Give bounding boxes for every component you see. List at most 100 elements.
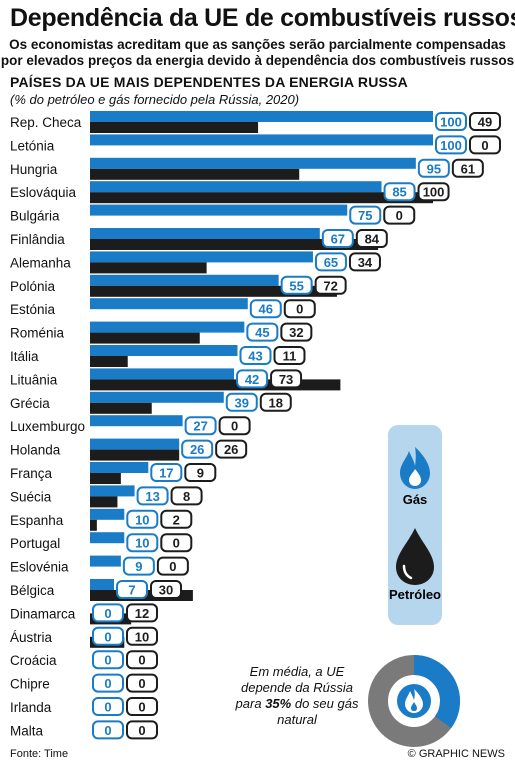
gas-value-label-italia: 43 xyxy=(248,349,262,364)
average-value: 35% xyxy=(265,696,292,711)
oil-bar-finlandia xyxy=(90,239,379,250)
oil-value-label-estonia: 0 xyxy=(296,302,303,317)
gas-bar-portugal xyxy=(90,532,125,544)
oil-value-label-irlanda: 0 xyxy=(138,700,145,715)
gas-value-box-luxemburgo xyxy=(184,416,217,436)
oil-drop-icon xyxy=(396,528,434,585)
gas-value-box-franca xyxy=(150,463,183,482)
category-label-italia: Itália xyxy=(10,349,39,364)
category-label-portugal: Portugal xyxy=(10,536,60,551)
category-label-luxemburgo: Luxemburgo xyxy=(10,419,85,434)
oil-value-label-dinamarca: 12 xyxy=(135,606,149,621)
gas-bar-alemanha xyxy=(90,251,313,263)
oil-value-box-dinamarca xyxy=(126,603,158,623)
category-label-eslovenia: Eslovénia xyxy=(10,560,69,575)
oil-bar-franca xyxy=(90,473,121,484)
category-label-belgica: Bélgica xyxy=(10,583,55,598)
category-label-alemanha: Alemanha xyxy=(10,255,71,270)
gas-bar-franca xyxy=(90,462,149,473)
oil-bar-italia xyxy=(90,356,128,367)
oil-value-box-suecia xyxy=(170,486,203,506)
oil-value-box-hungria xyxy=(451,158,484,178)
gas-bar-eslovaquia xyxy=(90,181,382,193)
gas-value-box-dinamarca xyxy=(92,603,124,623)
gas-value-box-bulgaria xyxy=(349,205,382,225)
oil-value-box-bulgaria xyxy=(383,205,416,225)
gas-bar-estonia xyxy=(90,298,248,310)
oil-value-box-espanha xyxy=(160,509,193,529)
gas-bar-luxemburgo xyxy=(90,415,183,427)
oil-value-label-espanha: 2 xyxy=(173,512,180,527)
gas-bar-finlandia xyxy=(90,228,320,239)
gas-value-box-rep-checa xyxy=(435,112,467,131)
gas-bar-belgica xyxy=(90,579,115,590)
category-label-letonia: Letónia xyxy=(10,138,55,153)
oil-value-box-chipre xyxy=(126,673,158,693)
gas-value-box-eslovaquia xyxy=(383,182,416,202)
gas-value-box-hungria xyxy=(417,158,450,178)
gas-value-box-lituania xyxy=(236,369,269,389)
gas-value-label-alemanha: 65 xyxy=(324,255,338,270)
category-label-hungria: Hungria xyxy=(10,162,58,177)
category-label-eslovaquia: Eslováquia xyxy=(10,185,77,200)
oil-value-label-italia: 11 xyxy=(283,349,297,364)
gas-value-box-espanha xyxy=(126,509,159,529)
oil-bar-holanda xyxy=(90,449,180,461)
gas-value-box-eslovenia xyxy=(122,556,155,576)
gas-value-label-letonia: 100 xyxy=(440,138,462,153)
gas-value-label-finlandia: 67 xyxy=(331,232,345,247)
oil-bar-lituania xyxy=(90,379,341,391)
oil-bar-grecia xyxy=(90,402,152,414)
gas-value-box-polonia xyxy=(280,275,313,295)
gas-value-box-austria xyxy=(92,626,124,646)
gas-value-label-holanda: 26 xyxy=(190,442,204,457)
oil-value-label-suecia: 8 xyxy=(183,489,190,504)
gas-value-label-eslovenia: 9 xyxy=(135,559,142,574)
category-label-estonia: Estónia xyxy=(10,302,56,317)
gas-value-label-irlanda: 0 xyxy=(104,700,111,715)
oil-value-box-croacia xyxy=(126,650,158,670)
category-label-chipre: Chipre xyxy=(10,677,50,692)
gas-value-label-austria: 0 xyxy=(104,629,111,644)
gas-value-box-irlanda xyxy=(92,697,124,716)
gas-value-label-eslovaquia: 85 xyxy=(392,185,406,200)
oil-value-box-romenia xyxy=(280,322,313,342)
gas-value-label-hungria: 95 xyxy=(427,161,441,176)
gas-value-box-croacia xyxy=(92,650,124,670)
gas-value-label-polonia: 55 xyxy=(289,278,303,293)
credit: © GRAPHIC NEWS xyxy=(407,748,505,760)
gas-value-box-alemanha xyxy=(314,252,347,272)
gas-value-label-suecia: 13 xyxy=(145,489,159,504)
gas-bar-suecia xyxy=(90,485,135,497)
oil-value-label-rep-checa: 49 xyxy=(478,115,492,130)
category-label-finlandia: Finlândia xyxy=(10,232,65,247)
gas-bar-polonia xyxy=(90,274,279,286)
oil-value-label-franca: 9 xyxy=(197,466,204,481)
gas-flame-icon xyxy=(405,689,423,713)
gas-bar-letonia xyxy=(90,134,433,146)
category-label-espanha: Espanha xyxy=(10,513,64,528)
oil-value-label-finlandia: 84 xyxy=(365,232,380,247)
oil-bar-suecia xyxy=(90,496,118,508)
gas-bar-holanda xyxy=(90,438,180,450)
oil-value-box-irlanda xyxy=(126,697,158,716)
oil-value-label-portugal: 0 xyxy=(173,536,180,551)
oil-value-box-luxemburgo xyxy=(218,416,251,436)
category-label-franca: França xyxy=(10,466,53,481)
gas-value-label-franca: 17 xyxy=(159,466,173,481)
oil-bar-espanha xyxy=(90,519,97,531)
gas-bar-grecia xyxy=(90,391,224,403)
oil-value-label-malta: 0 xyxy=(138,723,145,738)
gas-value-label-romenia: 45 xyxy=(255,325,269,340)
oil-bar-rep-checa xyxy=(90,122,259,133)
chart-note: (% do petróleo e gás fornecido pela Rúss… xyxy=(10,92,300,107)
gas-bar-hungria xyxy=(90,157,416,169)
oil-value-label-letonia: 0 xyxy=(481,138,488,153)
oil-bar-alemanha xyxy=(90,262,207,274)
gas-value-box-romenia xyxy=(246,322,279,342)
oil-value-label-bulgaria: 0 xyxy=(396,208,403,223)
gas-value-box-letonia xyxy=(435,135,467,155)
category-label-grecia: Grécia xyxy=(10,396,50,411)
chart-heading: PAÍSES DA UE MAIS DEPENDENTES DA ENERGIA… xyxy=(10,74,408,90)
